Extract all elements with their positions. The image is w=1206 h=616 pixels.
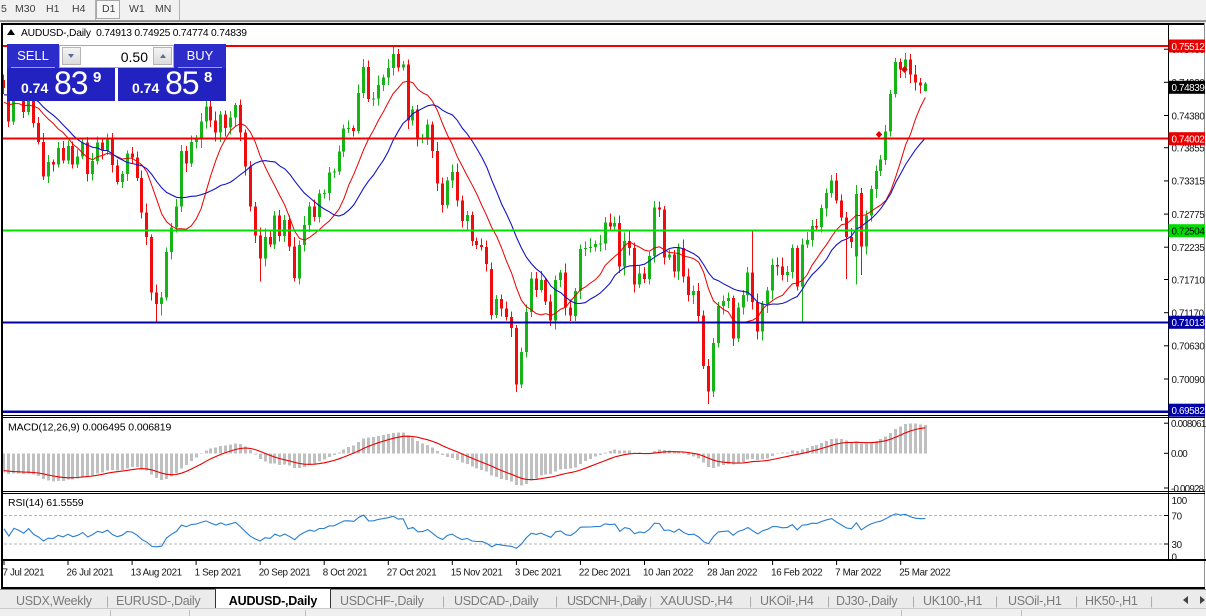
svg-text:0.70090: 0.70090 xyxy=(1172,375,1206,386)
svg-text:0.74002: 0.74002 xyxy=(1172,135,1205,146)
svg-text:MACD(12,26,9) 0.006495 0.00681: MACD(12,26,9) 0.006495 0.006819 xyxy=(8,422,172,434)
svg-text:0.69582: 0.69582 xyxy=(1172,406,1205,417)
svg-text:-0.00928: -0.00928 xyxy=(1171,484,1205,495)
svg-text:20 Sep 2021: 20 Sep 2021 xyxy=(259,568,311,579)
svg-text:7 Jul 2021: 7 Jul 2021 xyxy=(3,568,45,579)
svg-text:28 Jan 2022: 28 Jan 2022 xyxy=(707,568,757,579)
svg-text:0.72235: 0.72235 xyxy=(1172,243,1206,254)
svg-text:0.71013: 0.71013 xyxy=(1172,318,1206,329)
svg-text:26 Jul 2021: 26 Jul 2021 xyxy=(67,568,114,579)
svg-text:RSI(14) 61.5559: RSI(14) 61.5559 xyxy=(8,497,84,509)
svg-text:25 Mar 2022: 25 Mar 2022 xyxy=(899,568,950,579)
svg-text:22 Dec 2021: 22 Dec 2021 xyxy=(579,568,631,579)
svg-text:0: 0 xyxy=(1172,552,1178,563)
svg-text:0.72775: 0.72775 xyxy=(1172,210,1206,221)
svg-text:0.008061: 0.008061 xyxy=(1171,419,1206,430)
svg-text:70: 70 xyxy=(1172,511,1183,522)
svg-text:15 Nov 2021: 15 Nov 2021 xyxy=(451,568,503,579)
svg-text:3 Dec 2021: 3 Dec 2021 xyxy=(515,568,562,579)
svg-text:0.74380: 0.74380 xyxy=(1172,111,1206,122)
svg-text:0.72504: 0.72504 xyxy=(1172,227,1206,238)
svg-text:0.00: 0.00 xyxy=(1171,449,1188,460)
svg-text:8 Oct 2021: 8 Oct 2021 xyxy=(323,568,367,579)
svg-text:7 Mar 2022: 7 Mar 2022 xyxy=(835,568,881,579)
svg-text:16 Feb 2022: 16 Feb 2022 xyxy=(771,568,822,579)
svg-text:0.73855: 0.73855 xyxy=(1172,144,1206,155)
svg-text:0.70630: 0.70630 xyxy=(1172,342,1206,353)
svg-text:13 Aug 2021: 13 Aug 2021 xyxy=(131,568,182,579)
svg-text:0.73315: 0.73315 xyxy=(1172,177,1206,188)
svg-text:27 Oct 2021: 27 Oct 2021 xyxy=(387,568,437,579)
svg-text:30: 30 xyxy=(1172,540,1183,551)
svg-text:0.71170: 0.71170 xyxy=(1172,309,1205,320)
svg-text:0.75512: 0.75512 xyxy=(1172,42,1205,53)
svg-text:1 Sep 2021: 1 Sep 2021 xyxy=(195,568,242,579)
svg-text:0.71710: 0.71710 xyxy=(1172,275,1206,286)
svg-text:100: 100 xyxy=(1172,496,1188,507)
svg-text:0.74839: 0.74839 xyxy=(1172,83,1205,94)
svg-text:10 Jan 2022: 10 Jan 2022 xyxy=(643,568,693,579)
